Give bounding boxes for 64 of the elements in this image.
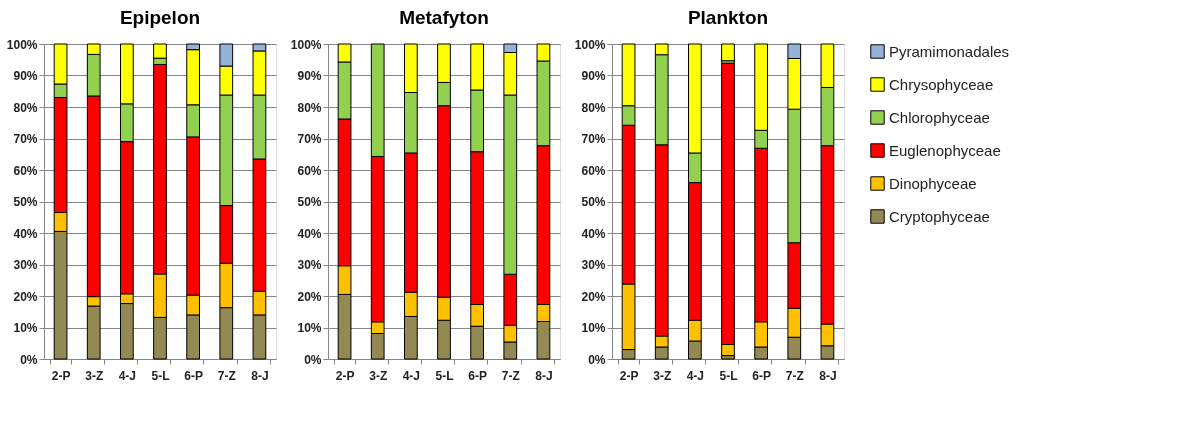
y-tick-label: 10%: [581, 321, 606, 335]
y-tick-label: 0%: [588, 352, 606, 367]
x-tick-label: 5-L: [151, 368, 170, 383]
y-tick-label: 100%: [290, 37, 322, 52]
y-tick-label: 20%: [297, 289, 322, 304]
x-tick-label: 8-J: [251, 368, 269, 383]
legend-label: Dinophyceae: [889, 174, 977, 192]
y-tick-label: 80%: [581, 100, 606, 115]
y-tick-label: 80%: [13, 100, 38, 115]
y-tick-label: 50%: [13, 195, 38, 209]
x-tick-label: 7-Z: [217, 368, 236, 383]
y-tick-label: 0%: [20, 352, 38, 367]
legend-label: Chlorophyceae: [889, 108, 990, 126]
x-tick-label: 4-J: [118, 368, 137, 383]
y-tick-label: 30%: [581, 258, 606, 272]
x-tick-label: 3-Z: [85, 368, 104, 383]
x-tick-label: 7-Z: [501, 368, 520, 383]
legend-label: Cryptophyceae: [889, 207, 990, 225]
x-tick-label: 6-P: [468, 368, 487, 383]
x-tick-label: 5-L: [719, 368, 738, 383]
x-tick-label: 6-P: [184, 368, 203, 383]
chart-title: Epipelon: [119, 7, 201, 28]
y-tick-label: 30%: [297, 258, 322, 272]
x-tick-label: 2-P: [51, 368, 71, 383]
y-tick-label: 60%: [13, 163, 38, 178]
x-tick-label: 2-P: [619, 368, 639, 383]
y-tick-label: 60%: [297, 163, 322, 178]
x-tick-label: 8-J: [819, 368, 837, 383]
legend-label: Chrysophyceae: [889, 75, 994, 93]
legend-label: Pyramimonadales: [889, 42, 1010, 60]
y-tick-label: 20%: [13, 289, 38, 304]
y-tick-label: 100%: [574, 37, 606, 52]
y-tick-label: 20%: [581, 289, 606, 304]
bar: [721, 43, 735, 62]
x-tick-label: 3-Z: [653, 368, 672, 383]
y-tick-label: 90%: [581, 69, 606, 83]
x-tick-label: 3-Z: [369, 368, 388, 383]
chart-title: Metafyton: [399, 7, 489, 28]
y-tick-label: 60%: [581, 163, 606, 178]
y-tick-label: 90%: [297, 69, 322, 83]
y-tick-label: 90%: [13, 69, 38, 83]
chart-title: Plankton: [687, 7, 769, 28]
y-tick-label: 80%: [297, 100, 322, 115]
y-tick-label: 70%: [13, 132, 38, 146]
y-tick-label: 10%: [297, 321, 322, 335]
y-tick-label: 50%: [297, 195, 322, 209]
y-tick-label: 100%: [6, 37, 38, 52]
y-tick-label: 40%: [297, 226, 322, 241]
y-tick-label: 50%: [581, 195, 606, 209]
x-tick-label: 6-P: [752, 368, 771, 383]
x-tick-label: 5-L: [435, 368, 454, 383]
y-tick-label: 30%: [13, 258, 38, 272]
y-tick-label: 70%: [581, 132, 606, 146]
x-tick-label: 2-P: [335, 368, 355, 383]
y-tick-label: 10%: [13, 321, 38, 335]
y-tick-label: 40%: [13, 226, 38, 241]
legend-label: Euglenophyceae: [889, 141, 1001, 159]
x-tick-label: 8-J: [535, 368, 553, 383]
y-tick-label: 70%: [297, 132, 322, 146]
x-tick-label: 4-J: [402, 368, 421, 383]
y-tick-label: 40%: [581, 226, 606, 241]
x-tick-label: 4-J: [686, 368, 705, 383]
y-tick-label: 0%: [304, 352, 322, 367]
x-tick-label: 7-Z: [785, 368, 804, 383]
